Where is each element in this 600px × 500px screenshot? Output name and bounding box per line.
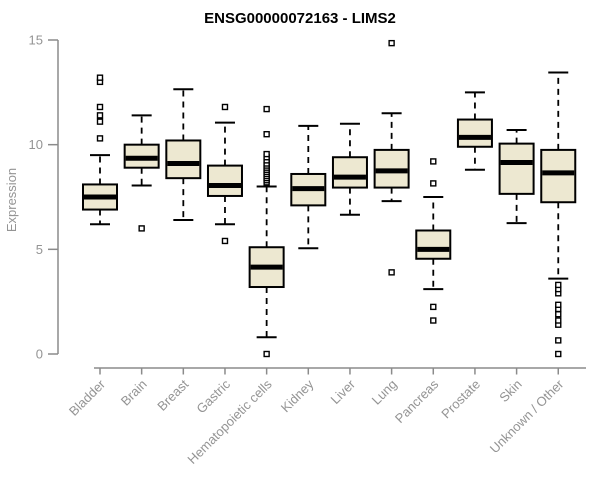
box-rect <box>498 142 535 195</box>
box-group <box>498 129 535 225</box>
outlier-point <box>138 225 145 232</box>
outlier-point <box>555 317 562 324</box>
box-rect <box>456 118 493 148</box>
outlier-point <box>555 337 562 344</box>
x-tick-label: Gastric <box>193 376 233 416</box>
x-tick-label: Liver <box>328 376 359 407</box>
y-tick-label: 0 <box>36 347 43 362</box>
x-tick-label: Kidney <box>278 376 317 415</box>
box-group <box>540 71 577 358</box>
x-tick-label: Prostate <box>438 377 483 422</box>
box-group <box>248 105 285 358</box>
x-tick-label: Bladder <box>66 376 109 419</box>
outlier-point <box>96 118 104 125</box>
outlier-point <box>96 112 104 119</box>
outlier-point <box>96 74 104 81</box>
y-tick-label: 5 <box>36 242 43 257</box>
box-group <box>123 114 160 232</box>
boxplot-boxes <box>82 39 577 358</box>
box-rect <box>331 156 368 189</box>
outlier-point <box>221 103 229 111</box>
y-axis: 0 5 10 15 <box>29 33 59 362</box>
box-rect <box>206 164 243 197</box>
x-tick-label: Brain <box>118 377 150 409</box>
outlier-point <box>430 317 437 324</box>
box-group <box>331 122 368 216</box>
outlier-point <box>388 269 395 276</box>
outlier-point <box>263 130 270 138</box>
outlier-point <box>263 150 270 158</box>
box-rect <box>165 139 202 180</box>
x-tick-label: Skin <box>496 377 524 405</box>
box-rect <box>415 229 452 260</box>
box-rect <box>540 148 577 204</box>
box-group <box>165 88 202 222</box>
x-tick-label: Lung <box>369 377 400 408</box>
box-group <box>206 103 243 245</box>
y-tick-label: 15 <box>29 33 43 48</box>
outlier-point <box>555 350 562 358</box>
x-tick-label: Pancreas <box>392 376 442 426</box>
box-group <box>456 91 493 171</box>
box-group <box>373 39 410 276</box>
outlier-point <box>221 237 229 245</box>
x-tick-label: Unknown / Other <box>487 376 567 456</box>
outlier-point <box>263 105 270 113</box>
y-tick-label: 10 <box>29 137 43 152</box>
outlier-point <box>263 350 270 358</box>
x-tick-label: Breast <box>154 376 191 413</box>
outlier-point <box>555 301 562 309</box>
outlier-point <box>430 180 437 187</box>
chart-title: ENSG00000072163 - LIMS2 <box>204 10 396 27</box>
outlier-point <box>555 281 562 289</box>
outlier-point <box>430 303 437 311</box>
outlier-point <box>96 135 104 142</box>
box-group <box>290 124 327 250</box>
box-group <box>82 74 118 226</box>
box-group <box>415 158 452 324</box>
outlier-point <box>96 103 104 111</box>
y-axis-label: Expression <box>4 168 19 232</box>
outlier-point <box>388 39 395 47</box>
outlier-point <box>555 311 562 318</box>
outlier-point <box>430 158 437 165</box>
